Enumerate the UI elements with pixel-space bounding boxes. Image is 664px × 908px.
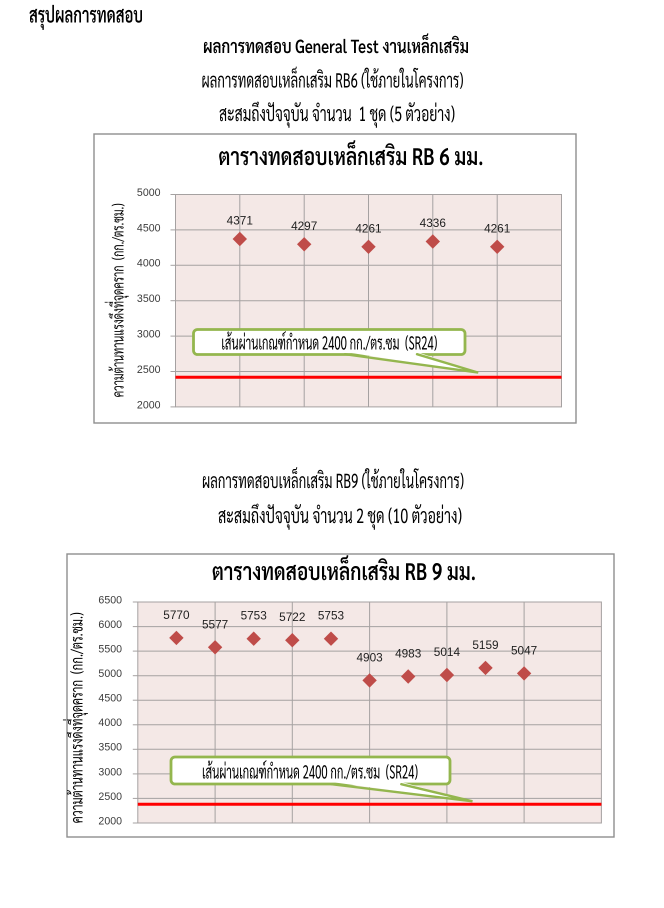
svg-text:2000: 2000: [98, 815, 122, 827]
svg-text:5722: 5722: [279, 610, 305, 624]
svg-text:4297: 4297: [291, 219, 317, 233]
svg-text:3000: 3000: [98, 766, 122, 778]
svg-text:2000: 2000: [137, 399, 161, 411]
svg-text:2500: 2500: [98, 791, 122, 803]
svg-text:5753: 5753: [318, 609, 345, 623]
svg-text:3000: 3000: [137, 329, 161, 341]
svg-text:4261: 4261: [355, 221, 381, 235]
svg-text:6000: 6000: [98, 619, 122, 631]
svg-text:6500: 6500: [98, 594, 122, 606]
svg-text:3500: 3500: [137, 293, 161, 305]
svg-text:5000: 5000: [98, 668, 122, 680]
svg-text:4000: 4000: [98, 717, 122, 729]
svg-text:4261: 4261: [484, 221, 510, 235]
svg-text:5500: 5500: [98, 644, 122, 656]
svg-text:5753: 5753: [241, 609, 268, 623]
svg-text:4903: 4903: [356, 650, 383, 664]
svg-text:5000: 5000: [137, 187, 161, 199]
svg-text:4371: 4371: [227, 214, 253, 228]
svg-text:5014: 5014: [434, 645, 461, 659]
svg-text:5047: 5047: [511, 643, 537, 657]
svg-text:4500: 4500: [137, 222, 161, 234]
svg-text:4336: 4336: [420, 216, 447, 230]
svg-text:5577: 5577: [202, 617, 228, 631]
svg-text:5159: 5159: [472, 638, 498, 652]
svg-text:3500: 3500: [98, 742, 122, 754]
svg-text:4500: 4500: [98, 693, 122, 705]
svg-text:4983: 4983: [395, 647, 422, 661]
svg-text:4000: 4000: [137, 258, 161, 270]
svg-text:2500: 2500: [137, 364, 161, 376]
svg-text:5770: 5770: [163, 608, 190, 622]
